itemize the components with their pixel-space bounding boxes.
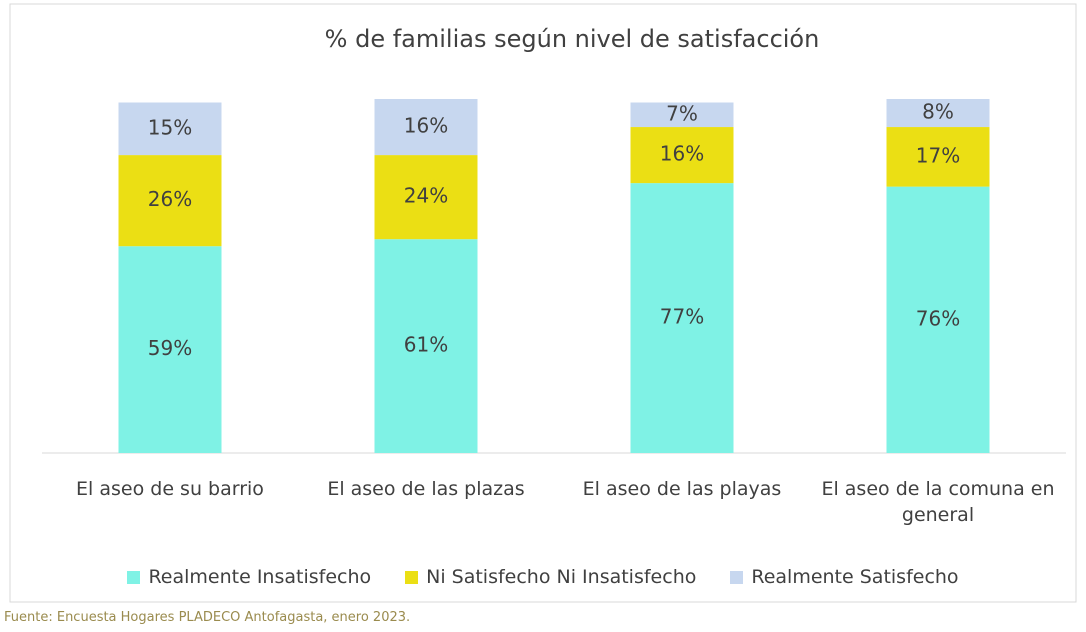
legend-label: Realmente Insatisfecho [148, 566, 372, 588]
legend-swatch [405, 570, 419, 584]
chart-title: % de familias según nivel de satisfacció… [325, 25, 820, 53]
value-label: 59% [148, 336, 192, 360]
bar-segment [374, 99, 478, 156]
value-label: 24% [404, 184, 448, 208]
x-tick-label: El aseo de su barrio [76, 478, 264, 500]
value-label: 61% [404, 333, 448, 357]
legend: Realmente Insatisfecho Ni Satisfecho Ni I… [0, 566, 1086, 588]
x-tick-label: El aseo de las plazas [327, 478, 525, 500]
value-label: 7% [666, 101, 698, 125]
legend-item: Ni Satisfecho Ni Insatisfecho [405, 566, 696, 588]
legend-label: Ni Satisfecho Ni Insatisfecho [426, 566, 697, 588]
bar-segment [630, 102, 734, 128]
bar-segment [118, 155, 222, 247]
legend-item: Realmente Satisfecho [730, 566, 959, 588]
x-tick-label: El aseo de la comuna en general [821, 478, 1055, 526]
bar-segment [118, 246, 222, 453]
chart-border [9, 3, 1077, 603]
legend-item: Realmente Insatisfecho [127, 566, 371, 588]
bar-segment [630, 127, 734, 184]
legend-swatch [127, 570, 141, 584]
bar-segment [374, 155, 478, 240]
bar-segment [118, 102, 222, 156]
value-label: 8% [922, 100, 954, 124]
value-label: 76% [916, 306, 960, 330]
bar-segment [630, 183, 734, 453]
bar-segment [886, 127, 990, 187]
legend-label: Realmente Satisfecho [751, 566, 959, 588]
value-label: 77% [660, 305, 704, 329]
x-tick-label: El aseo de las playas [582, 478, 782, 500]
value-label: 16% [660, 142, 704, 166]
bar-segment [886, 99, 990, 128]
value-label: 15% [148, 115, 192, 139]
value-label: 26% [148, 187, 192, 211]
value-label: 17% [916, 143, 960, 167]
legend-swatch [730, 570, 744, 584]
value-label: 16% [404, 114, 448, 138]
source: Fuente: Encuesta Hogares PLADECO Antofag… [4, 610, 411, 625]
bar-segment [374, 239, 478, 453]
bar-segment [886, 186, 990, 453]
